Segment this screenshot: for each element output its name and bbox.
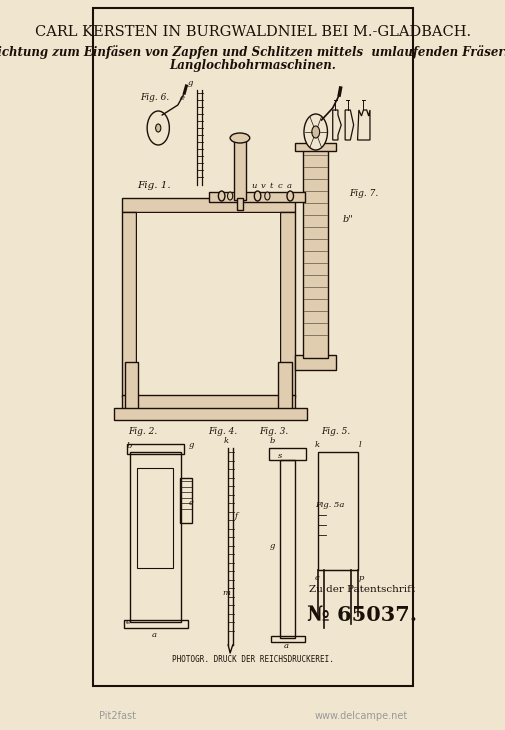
Text: f: f	[234, 512, 237, 520]
Bar	[121, 212, 136, 397]
Bar	[234, 140, 245, 200]
Text: Fig. 3.: Fig. 3.	[259, 428, 287, 437]
Bar	[136, 468, 172, 568]
Bar	[317, 452, 358, 570]
Text: b": b"	[342, 215, 352, 224]
Circle shape	[156, 124, 161, 132]
Circle shape	[218, 191, 224, 201]
Text: PHOTOGR. DRUCK DER REICHSDRUCKEREI.: PHOTOGR. DRUCK DER REICHSDRUCKEREI.	[172, 656, 333, 664]
Text: Zu der Patentschrift: Zu der Patentschrift	[309, 585, 415, 594]
Bar	[269, 448, 306, 460]
Text: № 65037.: № 65037.	[307, 605, 416, 625]
Text: k: k	[223, 437, 228, 445]
Text: CARL KERSTEN IN BURGWALDNIEL BEI M.-GLADBACH.: CARL KERSTEN IN BURGWALDNIEL BEI M.-GLAD…	[35, 25, 470, 39]
Bar	[127, 444, 184, 454]
Bar	[280, 212, 294, 397]
Text: c: c	[277, 182, 281, 190]
Bar	[295, 143, 335, 151]
Text: v: v	[260, 182, 265, 190]
Text: p: p	[358, 574, 364, 582]
Circle shape	[254, 191, 260, 201]
Text: Vorrichtung zum Einfäsen von Zapfen und Schlitzen mittels  umlaufenden Fräsers a: Vorrichtung zum Einfäsen von Zapfen und …	[0, 45, 505, 59]
Text: a: a	[152, 631, 157, 639]
Bar	[121, 198, 294, 212]
Text: Fig. 2.: Fig. 2.	[128, 428, 157, 437]
Bar	[114, 408, 306, 420]
Bar	[279, 460, 295, 638]
Text: g: g	[269, 542, 274, 550]
Text: Fig. 1.: Fig. 1.	[136, 180, 170, 190]
Text: Langlochbohrmaschinen.: Langlochbohrmaschinen.	[169, 60, 336, 72]
Bar	[236, 198, 243, 210]
Bar	[123, 620, 187, 628]
Text: c: c	[188, 499, 193, 507]
Circle shape	[311, 126, 319, 138]
Text: a: a	[286, 182, 291, 190]
Bar	[130, 452, 181, 622]
Text: u: u	[250, 182, 256, 190]
Text: b: b	[269, 437, 274, 445]
Bar	[302, 148, 328, 358]
Text: g: g	[187, 79, 192, 87]
Bar	[179, 478, 191, 523]
Text: Pit2fast: Pit2fast	[99, 711, 136, 721]
Text: Fig. 4.: Fig. 4.	[208, 428, 237, 437]
Text: Fig. 5.: Fig. 5.	[321, 428, 350, 437]
Circle shape	[227, 192, 232, 200]
Circle shape	[286, 191, 293, 201]
Bar	[278, 362, 291, 409]
Text: l: l	[358, 441, 361, 449]
Text: s: s	[277, 452, 281, 460]
Text: b: b	[127, 442, 132, 450]
Text: Fig. 5a: Fig. 5a	[315, 501, 344, 509]
Text: g: g	[188, 441, 194, 449]
Text: Fig. 6.: Fig. 6.	[140, 93, 169, 102]
Bar	[295, 355, 335, 370]
Text: Fig. 7.: Fig. 7.	[348, 188, 378, 198]
Bar	[136, 212, 280, 397]
Text: a: a	[283, 642, 288, 650]
Circle shape	[304, 114, 327, 150]
Ellipse shape	[230, 133, 249, 143]
Bar	[121, 395, 294, 409]
Text: k: k	[315, 441, 320, 449]
Text: m: m	[222, 589, 230, 597]
Bar	[208, 192, 305, 202]
Bar	[270, 636, 304, 642]
Circle shape	[264, 192, 270, 200]
Bar	[125, 362, 138, 409]
Text: t: t	[269, 182, 272, 190]
Text: www.delcampe.net: www.delcampe.net	[314, 711, 407, 721]
Text: e: e	[125, 618, 130, 626]
Text: e: e	[179, 94, 184, 102]
Text: c: c	[315, 574, 319, 582]
